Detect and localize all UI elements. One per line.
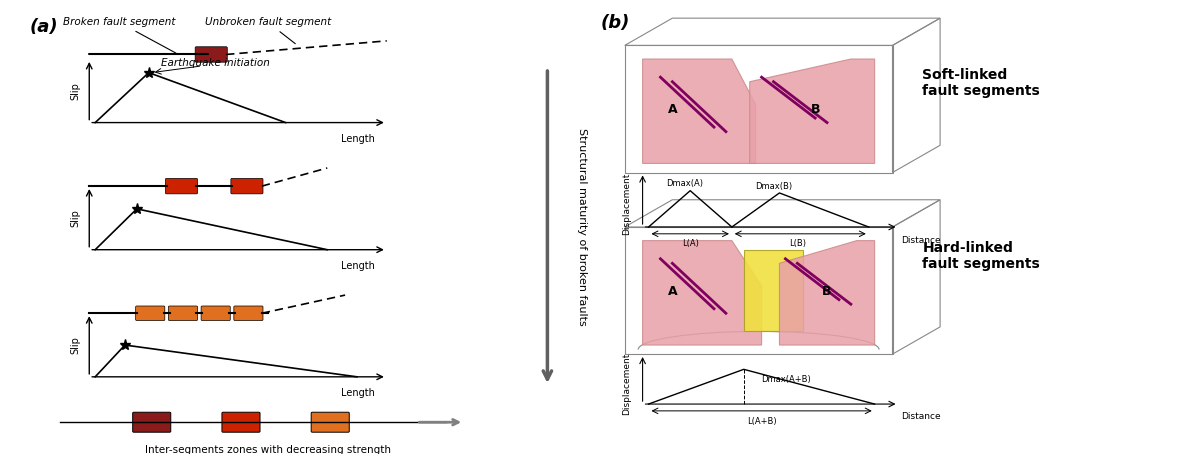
- Polygon shape: [643, 59, 756, 163]
- FancyBboxPatch shape: [195, 47, 227, 62]
- Text: L(B): L(B): [789, 239, 806, 248]
- Text: Displacement: Displacement: [621, 352, 631, 415]
- Text: Length: Length: [342, 388, 375, 398]
- FancyBboxPatch shape: [233, 306, 263, 321]
- FancyBboxPatch shape: [223, 412, 259, 432]
- Polygon shape: [750, 59, 875, 163]
- FancyBboxPatch shape: [165, 178, 198, 194]
- Text: Unbroken fault segment: Unbroken fault segment: [205, 17, 331, 44]
- Text: B: B: [810, 104, 820, 117]
- Text: Dmax(A): Dmax(A): [665, 179, 703, 188]
- FancyBboxPatch shape: [133, 412, 171, 432]
- Text: Distance: Distance: [902, 412, 941, 421]
- Polygon shape: [643, 241, 762, 345]
- Text: L(A+B): L(A+B): [747, 417, 776, 426]
- Text: Slip: Slip: [70, 336, 81, 354]
- FancyBboxPatch shape: [201, 306, 231, 321]
- Text: Dmax(A+B): Dmax(A+B): [762, 375, 812, 384]
- Text: Length: Length: [342, 261, 375, 271]
- FancyBboxPatch shape: [136, 306, 164, 321]
- Text: Distance: Distance: [902, 236, 941, 245]
- Text: A: A: [668, 285, 677, 298]
- Text: L(A): L(A): [682, 239, 699, 248]
- Text: (b): (b): [601, 14, 631, 32]
- Text: Dmax(B): Dmax(B): [754, 182, 793, 191]
- Polygon shape: [779, 241, 875, 345]
- FancyBboxPatch shape: [231, 178, 263, 194]
- FancyBboxPatch shape: [169, 306, 198, 321]
- Text: Earthquake initiation: Earthquake initiation: [161, 58, 269, 68]
- Polygon shape: [744, 250, 803, 331]
- Text: Inter-segments zones with decreasing strength: Inter-segments zones with decreasing str…: [145, 445, 390, 454]
- Text: Hard-linked
fault segments: Hard-linked fault segments: [922, 241, 1040, 271]
- Text: Soft-linked
fault segments: Soft-linked fault segments: [922, 68, 1040, 99]
- Text: Slip: Slip: [70, 82, 81, 100]
- Text: (a): (a): [30, 18, 58, 36]
- Text: A: A: [668, 104, 677, 117]
- Text: Length: Length: [342, 134, 375, 144]
- FancyBboxPatch shape: [312, 412, 350, 432]
- Text: B: B: [822, 285, 832, 298]
- Text: Displacement: Displacement: [621, 173, 631, 236]
- Text: Broken fault segment: Broken fault segment: [63, 17, 176, 53]
- Text: Slip: Slip: [70, 209, 81, 227]
- Text: Structural maturity of broken faults: Structural maturity of broken faults: [577, 128, 587, 326]
